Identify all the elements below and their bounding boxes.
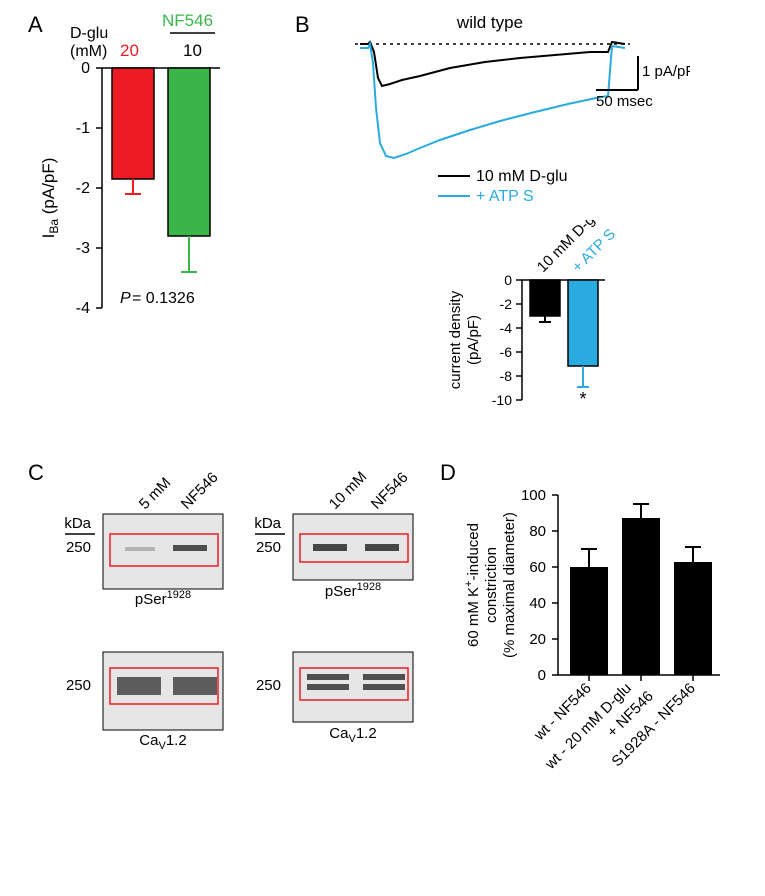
svg-text:-2: -2 [76,180,90,197]
svg-text:0: 0 [504,272,512,288]
svg-text:50 msec: 50 msec [596,93,653,110]
svg-text:80: 80 [529,523,546,540]
panel-b-inset: 10 mM D-glu + ATP S 0 -2 -4 -6 -8 -10 cu… [430,220,660,440]
svg-text:-10: -10 [492,392,512,408]
svg-text:0: 0 [538,667,546,684]
bar-red [112,68,154,179]
svg-text:CaV1.2: CaV1.2 [329,725,376,745]
svg-text:kDa: kDa [254,515,281,532]
svg-text:(% maximal diameter): (% maximal diameter) [501,512,518,658]
svg-text:NF546: NF546 [368,469,412,513]
panel-c-left: 5 mM NF546 kDa 250 pSer1928 250 CaV1.2 [55,462,245,792]
panel-c-right: 10 mM NF546 kDa 250 pSer1928 250 CaV1.2 [245,462,435,792]
panel-c-label: C [28,460,44,486]
mm-label: (mM) [70,43,107,60]
svg-text:-2: -2 [500,296,513,312]
svg-text:250: 250 [66,539,91,556]
bar-green [168,68,210,236]
svg-text:(pA/pF): (pA/pF) [465,315,482,365]
bar-d1 [570,567,608,675]
svg-text:CaV1.2: CaV1.2 [139,732,186,752]
svg-text:-4: -4 [500,320,513,336]
panel-d-chart: 0 20 40 60 80 100 60 mM K+-induced const… [450,465,760,885]
svg-text:250: 250 [256,539,281,556]
svg-text:60 mM K+-induced: 60 mM K+-induced [463,523,482,647]
svg-text:60: 60 [529,559,546,576]
svg-text:-1: -1 [76,120,90,137]
svg-text:-4: -4 [76,300,90,317]
svg-text:pSer1928: pSer1928 [135,589,191,608]
nf546-label: NF546 [162,11,213,30]
legend1: 10 mM D-glu [476,168,568,185]
svg-text:250: 250 [66,677,91,694]
svg-text:NF546: NF546 [178,469,222,513]
star: * [579,389,586,409]
svg-text:250: 250 [256,677,281,694]
pval-rest: = 0.1326 [132,290,195,307]
legend2: + ATP S [476,188,534,205]
val10: 10 [183,41,202,60]
inset-bar2 [568,280,598,366]
bar-d2 [622,518,660,675]
wildtype-label: wild type [456,13,523,32]
svg-text:current density: current density [447,290,464,389]
panel-b-label: B [295,12,310,38]
dglu-label: D-glu [70,25,108,42]
inset-bar1 [530,280,560,316]
trace-black [360,42,625,86]
svg-text:pSer1928: pSer1928 [325,581,381,600]
blot-bg [103,514,223,589]
svg-text:20: 20 [529,631,546,648]
svg-text:kDa: kDa [64,515,91,532]
bar-d3 [674,562,712,675]
svg-text:5 mM: 5 mM [136,474,175,513]
panel-a-chart: D-glu (mM) 20 10 NF546 0 -1 -2 -3 -4 IBa… [40,8,290,338]
svg-text:1 pA/pF: 1 pA/pF [642,63,690,80]
val20: 20 [120,41,139,60]
svg-text:40: 40 [529,595,546,612]
iba-label: IBa (pA/pF) [40,158,61,239]
svg-text:-6: -6 [500,344,513,360]
svg-text:constriction: constriction [483,547,500,623]
svg-text:-3: -3 [76,240,90,257]
svg-text:100: 100 [521,487,546,504]
svg-text:10 mM: 10 mM [326,468,370,512]
svg-text:0: 0 [81,60,90,77]
pval-p: P [120,290,131,307]
svg-text:-8: -8 [500,368,513,384]
panel-b-traces: wild type 1 pA/pF 50 msec 10 mM D-glu + … [340,8,690,228]
